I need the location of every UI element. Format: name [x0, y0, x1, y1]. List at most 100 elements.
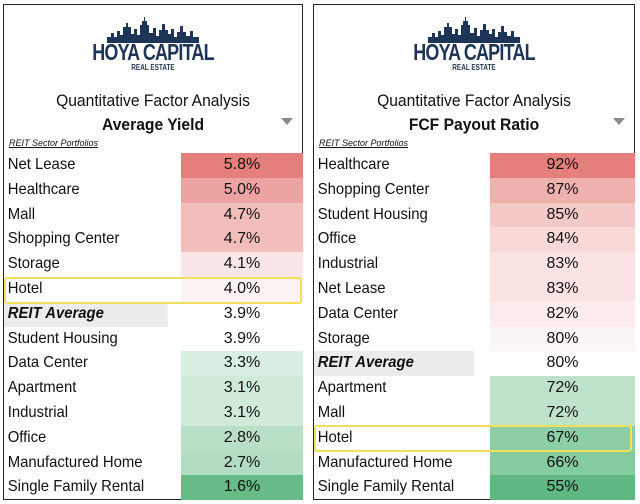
- section-label: REIT Sector Portfolios: [319, 138, 409, 148]
- sector-value: 5.8%: [181, 153, 303, 178]
- sector-value: 2.7%: [181, 450, 303, 476]
- table-row: Student Housing 3.9%: [4, 326, 303, 352]
- sector-value: 87%: [490, 177, 635, 203]
- factor-selector-label[interactable]: Average Yield: [101, 115, 205, 134]
- sector-name: Storage: [7, 255, 60, 273]
- sector-value: 92%: [490, 153, 635, 178]
- table-row: Manufactured Home 2.7%: [4, 450, 303, 476]
- sector-value: 3.9%: [181, 301, 303, 327]
- sector-name: Manufactured Home: [7, 453, 143, 471]
- table-row: Industrial 83%: [314, 252, 635, 277]
- sector-name: Shopping Center: [317, 180, 430, 198]
- sector-table: Net Lease 5.8% Healthcare 5.0% Mall 4.7% Shopp…: [4, 153, 303, 501]
- sector-name: Mall: [317, 403, 346, 421]
- reit-average-row: REIT Average 3.9%: [4, 301, 303, 327]
- sector-name: Hotel: [317, 428, 353, 446]
- table-row: Hotel 4.0%: [4, 276, 303, 302]
- panel-title: Quantitative Factor Analysis: [377, 91, 571, 110]
- sector-value: 80%: [490, 351, 635, 377]
- sector-value: 72%: [490, 400, 635, 426]
- panel-fcf-payout-ratio: HOYA CAPITAL REAL ESTATE Quantitative Fa…: [313, 4, 635, 501]
- hoya-capital-logo: HOYA CAPITAL REAL ESTATE: [314, 17, 634, 72]
- sector-name: Industrial: [7, 403, 69, 421]
- sector-value: 2.8%: [181, 425, 303, 451]
- factor-selector-label[interactable]: FCF Payout Ratio: [408, 115, 540, 134]
- sector-value: 85%: [490, 202, 635, 228]
- table-row: Apartment 3.1%: [4, 376, 303, 401]
- table-row: Net Lease 5.8%: [4, 153, 303, 178]
- sector-name: Single Family Rental: [7, 478, 145, 496]
- hoya-capital-logo: HOYA CAPITAL REAL ESTATE: [4, 17, 302, 72]
- table-row: Apartment 72%: [314, 376, 635, 401]
- sector-name: Office: [7, 428, 47, 446]
- table-row: Shopping Center 4.7%: [4, 227, 303, 253]
- sector-value: 82%: [490, 301, 635, 327]
- sector-name: Shopping Center: [7, 230, 120, 248]
- sector-value: 83%: [490, 276, 635, 302]
- sector-name: Apartment: [7, 379, 77, 397]
- table-row: Net Lease 83%: [314, 276, 635, 302]
- reit-average-row: REIT Average 80%: [314, 351, 635, 377]
- sector-name: Net Lease: [7, 156, 76, 173]
- sector-name: REIT Average: [4, 301, 168, 327]
- panel-title: Quantitative Factor Analysis: [56, 91, 250, 110]
- table-row: Single Family Rental 1.6%: [4, 475, 303, 501]
- table-row: Healthcare 92%: [314, 153, 635, 178]
- sector-name: Net Lease: [317, 279, 386, 297]
- sector-name: Manufactured Home: [317, 453, 453, 471]
- table-row: Storage 80%: [314, 326, 635, 352]
- sector-value: 3.9%: [181, 326, 303, 352]
- sector-name: Healthcare: [317, 156, 390, 173]
- logo-sub-text: REAL ESTATE: [452, 63, 496, 72]
- sector-name: Student Housing: [317, 205, 428, 223]
- table-row: Data Center 3.3%: [4, 351, 303, 377]
- sector-name: Industrial: [317, 255, 379, 273]
- sector-value: 66%: [490, 450, 635, 476]
- panel-average-yield: HOYA CAPITAL REAL ESTATE Quantitative Fa…: [3, 4, 303, 501]
- sector-name: Apartment: [317, 379, 387, 397]
- sector-name: Healthcare: [7, 180, 80, 198]
- sector-value: 3.1%: [181, 376, 303, 401]
- sector-value: 80%: [490, 326, 635, 352]
- table-row: Manufactured Home 66%: [314, 450, 635, 476]
- sector-value: 3.3%: [181, 351, 303, 377]
- dropdown-arrow-icon[interactable]: [281, 118, 293, 125]
- sector-name: Office: [317, 230, 357, 248]
- sector-value: 4.0%: [181, 276, 303, 302]
- sector-name: Data Center: [7, 354, 88, 372]
- sector-value: 4.1%: [181, 252, 303, 277]
- logo-brand-text: HOYA CAPITAL: [413, 39, 535, 65]
- sector-value: 4.7%: [181, 227, 303, 253]
- sector-name: Storage: [317, 329, 370, 347]
- sector-value: 4.7%: [181, 202, 303, 228]
- table-row: Office 2.8%: [4, 425, 303, 451]
- logo-brand-text: HOYA CAPITAL: [92, 39, 214, 65]
- sector-name: Mall: [7, 205, 36, 223]
- table-row: Data Center 82%: [314, 301, 635, 327]
- table-row: Student Housing 85%: [314, 202, 635, 228]
- sector-name: Hotel: [7, 279, 43, 297]
- sector-value: 55%: [490, 475, 635, 501]
- sector-value: 5.0%: [181, 177, 303, 203]
- sector-name: Student Housing: [7, 329, 118, 347]
- sector-name: Single Family Rental: [317, 478, 455, 496]
- sector-name: REIT Average: [314, 351, 474, 377]
- sector-value: 83%: [490, 252, 635, 277]
- table-row: Hotel 67%: [314, 425, 635, 451]
- sector-name: Data Center: [317, 304, 398, 322]
- dropdown-arrow-icon[interactable]: [613, 118, 625, 125]
- table-row: Mall 4.7%: [4, 202, 303, 228]
- table-row: Healthcare 5.0%: [4, 177, 303, 203]
- table-row: Storage 4.1%: [4, 252, 303, 277]
- table-row: Single Family Rental 55%: [314, 475, 635, 501]
- sector-value: 84%: [490, 227, 635, 253]
- section-label: REIT Sector Portfolios: [9, 138, 99, 148]
- table-row: Office 84%: [314, 227, 635, 253]
- table-row: Mall 72%: [314, 400, 635, 426]
- sector-value: 72%: [490, 376, 635, 401]
- table-row: Industrial 3.1%: [4, 400, 303, 426]
- sector-value: 67%: [490, 425, 635, 451]
- sector-table: Healthcare 92% Shopping Center 87% Student H…: [314, 153, 635, 501]
- table-row: Shopping Center 87%: [314, 177, 635, 203]
- sector-value: 1.6%: [181, 475, 303, 501]
